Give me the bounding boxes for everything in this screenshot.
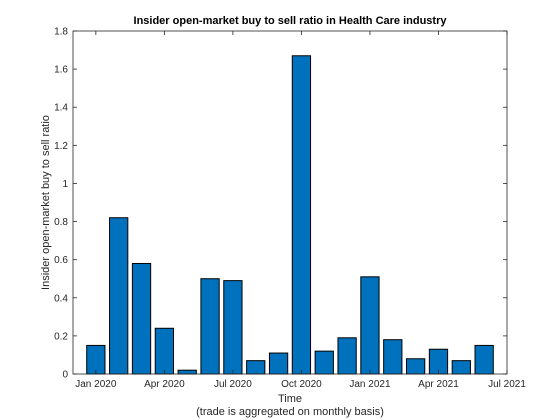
y-tick-label: 0.8 — [54, 217, 68, 228]
bar-2020-08 — [246, 360, 266, 375]
bar-2020-09 — [268, 352, 289, 375]
y-tick-label: 0.2 — [54, 331, 68, 342]
bar-2020-07 — [223, 280, 243, 375]
bar-2020-11 — [314, 350, 334, 375]
plot-area-frame — [72, 30, 508, 375]
bar-2021-05 — [451, 360, 471, 375]
x-tick-label: Jan 2021 — [349, 379, 391, 390]
y-tick-label: 0.4 — [54, 293, 68, 304]
x-tick-label: Jul 2021 — [488, 379, 526, 390]
bar-2020-02 — [109, 217, 129, 375]
bar-2020-05 — [177, 369, 197, 375]
y-ticks-group: 0 0.2 0.4 0.6 0.8 1 1.2 1.4 1.6 1.8 — [54, 27, 507, 381]
bar-2020-04 — [154, 327, 174, 375]
bar-2021-02 — [383, 339, 403, 375]
y-tick-label: 1.4 — [54, 103, 68, 114]
y-tick-label: 0 — [62, 370, 68, 381]
y-tick-label: 1.2 — [54, 141, 68, 152]
bar-2021-06 — [474, 344, 494, 375]
bar-2020-12 — [337, 337, 357, 375]
y-axis-label: Insider open-market buy to sell ratio — [40, 115, 52, 290]
y-tick-label: 1.6 — [54, 65, 68, 76]
bar-2021-01 — [360, 276, 380, 375]
y-tick-label: 0.6 — [54, 255, 68, 266]
x-tick-label: Oct 2020 — [281, 379, 322, 390]
bar-2020-01 — [86, 344, 106, 375]
x-ticks-group: Jan 2020 Apr 2020 Jul 2020 Oct 2020 Jan 2021… — [75, 31, 526, 390]
x-tick-label: Jan 2020 — [75, 379, 117, 390]
y-tick-label: 1 — [62, 179, 68, 190]
y-tick-label: 1.8 — [54, 27, 68, 38]
x-axis-label: Time — [278, 393, 302, 405]
bars-group — [86, 55, 494, 375]
bar-2020-03 — [131, 262, 152, 375]
chart-title: Insider open-market buy to sell ratio in… — [134, 15, 448, 27]
x-tick-label: Apr 2021 — [418, 379, 459, 390]
x-axis-sublabel: (trade is aggregated on monthly basis) — [196, 406, 384, 418]
bar-2020-06 — [200, 278, 220, 375]
x-tick-label: Jul 2020 — [214, 379, 252, 390]
bar-2020-10 — [291, 55, 312, 375]
axes-group — [72, 30, 508, 375]
x-tick-label: Apr 2020 — [144, 379, 185, 390]
bar-2021-03 — [405, 358, 426, 375]
